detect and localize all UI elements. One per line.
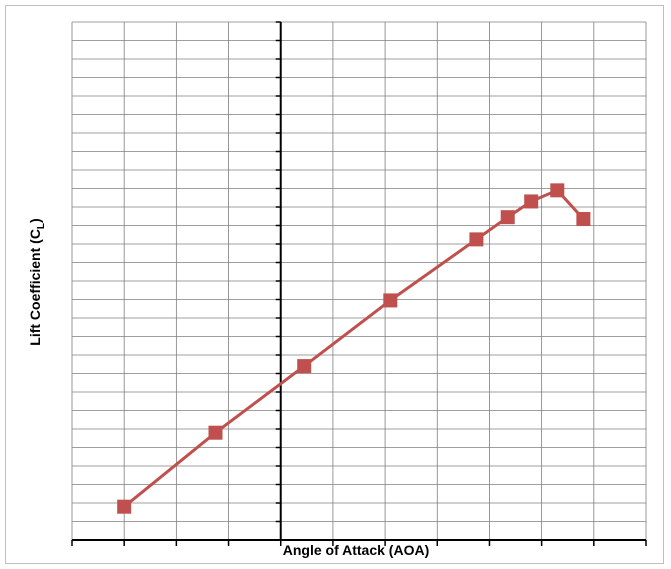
y-axis-title-main: Lift Coefficient (C <box>27 229 43 346</box>
x-axis-title: Angle of Attack (AOA) <box>283 542 429 558</box>
data-point-marker <box>500 210 515 225</box>
data-point-marker <box>576 212 591 227</box>
data-point-marker <box>524 194 539 209</box>
data-point-marker <box>469 232 484 247</box>
y-axis-title-subscript: L <box>36 223 47 229</box>
y-axis-title: Lift Coefficient (CL) <box>27 218 47 345</box>
data-series <box>117 183 591 514</box>
data-point-marker <box>297 359 312 374</box>
data-point-marker <box>117 499 132 514</box>
chart-frame <box>5 5 664 564</box>
series-line <box>123 188 585 508</box>
data-point-marker <box>208 425 223 440</box>
y-axis-title-suffix: ) <box>27 218 43 223</box>
data-point-marker <box>550 183 565 198</box>
data-point-marker <box>383 293 398 308</box>
axis-ticks <box>71 21 647 546</box>
grid-lines <box>71 21 647 541</box>
